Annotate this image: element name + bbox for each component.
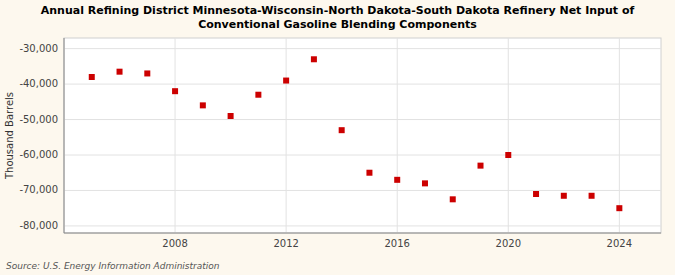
point <box>255 92 261 98</box>
x-tick-label: 2012 <box>273 238 298 249</box>
point <box>117 69 123 75</box>
y-grid-line <box>64 119 661 120</box>
y-tick-label: -60,000 <box>19 149 58 160</box>
point <box>311 56 317 62</box>
point <box>283 78 289 84</box>
y-axis-line <box>64 38 65 233</box>
tick-labels: -30,000 -40,000 -50,000 -60,000 -70,000 -80,0… <box>19 43 632 249</box>
source-note: Source: U.S. Energy Information Administ… <box>6 261 220 271</box>
x-tick-label: 2008 <box>162 238 187 249</box>
y-axis-label: Thousand Barrels <box>4 92 15 180</box>
x-grid-line <box>286 38 287 233</box>
chart-svg: -30,000 -40,000 -50,000 -60,000 -70,000 -80,0… <box>0 0 675 275</box>
point <box>450 196 456 202</box>
point <box>89 74 95 80</box>
point <box>366 170 372 176</box>
point <box>200 102 206 108</box>
grid <box>64 38 661 233</box>
point <box>172 88 178 94</box>
y-tick-label: -30,000 <box>19 43 58 54</box>
point <box>478 163 484 169</box>
x-grid-line <box>619 38 620 233</box>
x-tick-label: 2024 <box>607 238 632 249</box>
point <box>228 113 234 119</box>
point <box>144 70 150 76</box>
y-tick-label: -50,000 <box>19 114 58 125</box>
y-grid-line <box>64 48 661 49</box>
x-axis-line <box>64 233 661 234</box>
point <box>533 191 539 197</box>
x-tick-label: 2020 <box>496 238 521 249</box>
x-tick-label: 2016 <box>384 238 409 249</box>
x-grid-line <box>175 38 176 233</box>
y-grid-line <box>64 225 661 226</box>
marks <box>89 56 623 211</box>
point <box>505 152 511 158</box>
point <box>589 193 595 199</box>
y-tick-label: -80,000 <box>19 220 58 231</box>
y-tick-label: -40,000 <box>19 78 58 89</box>
y-tick-label: -70,000 <box>19 184 58 195</box>
x-grid-line <box>508 38 509 233</box>
point <box>339 127 345 133</box>
y-grid-line <box>64 190 661 191</box>
point <box>616 205 622 211</box>
point <box>561 193 567 199</box>
x-grid-line <box>397 38 398 233</box>
background <box>0 0 675 275</box>
point <box>394 177 400 183</box>
plot-area <box>64 38 661 233</box>
chart-container: -30,000 -40,000 -50,000 -60,000 -70,000 -80,0… <box>0 0 675 275</box>
y-grid-line <box>64 84 661 85</box>
title: Annual Refining District Minnesota-Wisco… <box>41 4 635 31</box>
y-grid-line <box>64 155 661 156</box>
point <box>422 180 428 186</box>
